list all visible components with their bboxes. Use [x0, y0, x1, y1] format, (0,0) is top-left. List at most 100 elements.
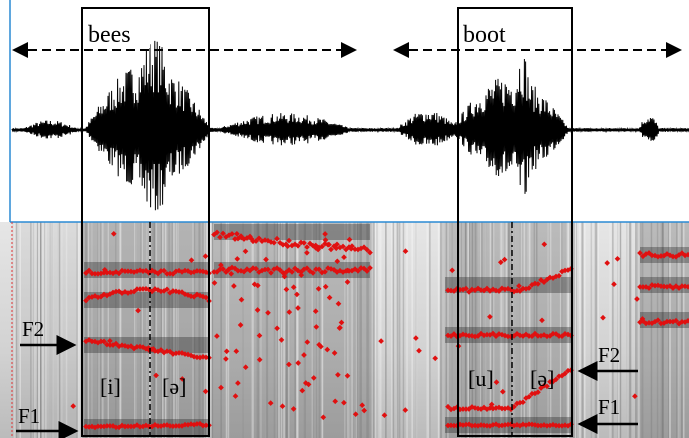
noise-streak	[533, 222, 536, 438]
formant-point	[685, 283, 689, 290]
formant-point	[334, 258, 341, 265]
noise-streak	[650, 222, 653, 438]
noise-streak	[385, 222, 387, 438]
noise-streak	[359, 222, 361, 438]
noise-streak	[280, 222, 283, 438]
noise-streak	[285, 222, 288, 438]
formant-point	[324, 346, 331, 353]
formant-band	[84, 292, 210, 308]
noise-streak	[567, 222, 569, 438]
formant-point	[86, 267, 92, 274]
formant-point	[493, 379, 500, 386]
formant-point	[304, 339, 311, 345]
noise-streak	[676, 222, 678, 438]
formant-point	[322, 283, 329, 290]
word-label: boot	[463, 22, 506, 48]
formant-point	[203, 422, 209, 429]
noise-streak	[304, 222, 306, 438]
noise-streak	[442, 222, 444, 438]
noise-streak	[279, 222, 281, 438]
noise-streak	[161, 222, 164, 438]
formant-point	[361, 407, 368, 414]
formant-point	[378, 338, 384, 344]
noise-streak	[465, 222, 467, 438]
formant-point	[487, 313, 493, 320]
noise-streak	[391, 222, 393, 438]
formant-point	[146, 269, 153, 276]
noise-streak	[469, 222, 471, 438]
noise-streak	[581, 222, 583, 438]
noise-streak	[297, 222, 299, 438]
noise-streak	[211, 222, 214, 438]
noise-streak	[460, 222, 462, 438]
noise-streak	[153, 222, 155, 438]
formant-point	[304, 244, 310, 250]
noise-streak	[451, 222, 453, 438]
noise-streak	[279, 222, 281, 438]
formant-point	[158, 347, 164, 353]
noise-streak	[661, 222, 664, 438]
noise-streak	[15, 222, 18, 438]
formant-point	[326, 241, 332, 248]
noise-streak	[406, 222, 408, 438]
word-label: bees	[88, 22, 131, 48]
formant-point	[640, 284, 646, 290]
formant-point	[295, 305, 301, 311]
noise-streak	[348, 222, 351, 438]
formant-point	[284, 243, 291, 250]
formant-point	[335, 300, 342, 307]
noise-streak	[52, 222, 54, 438]
formant-label: F2	[22, 317, 44, 341]
formant-point	[505, 333, 511, 340]
noise-streak	[256, 222, 258, 438]
formant-point	[203, 294, 209, 301]
noise-streak	[107, 222, 109, 438]
formant-point	[344, 267, 351, 274]
formant-point	[497, 259, 504, 266]
noise-streak	[396, 222, 398, 438]
formant-point	[639, 316, 646, 322]
noise-streak	[398, 222, 401, 438]
formant-point	[544, 383, 550, 390]
formant-point	[460, 406, 466, 412]
noise-streak	[140, 222, 142, 438]
noise-streak	[668, 222, 670, 438]
noise-streak	[160, 222, 163, 438]
noise-streak	[681, 222, 683, 438]
noise-streak	[57, 222, 59, 438]
noise-streak	[427, 222, 429, 438]
formant-point	[315, 246, 321, 253]
formant-point	[332, 398, 339, 405]
formant-point	[223, 356, 229, 362]
label-bg	[86, 20, 150, 48]
word-box	[457, 7, 573, 437]
noise-streak	[472, 222, 474, 438]
formant-point	[600, 314, 606, 321]
noise-streak	[86, 222, 88, 438]
noise-streak	[447, 222, 449, 438]
formant-point	[128, 423, 134, 430]
noise-streak	[100, 222, 102, 438]
formant-point	[539, 317, 545, 324]
noise-streak	[561, 222, 563, 438]
formant-point	[604, 260, 611, 266]
noise-streak	[397, 222, 399, 438]
formant-point	[313, 266, 319, 273]
formant-point	[667, 318, 673, 325]
noise-streak	[37, 222, 39, 438]
noise-streak	[115, 222, 117, 438]
noise-streak	[426, 222, 428, 438]
noise-streak	[344, 222, 346, 438]
noise-streak	[523, 222, 526, 438]
noise-streak	[77, 222, 79, 438]
segment-label: [i]	[100, 374, 121, 399]
formant-point	[520, 399, 526, 406]
noise-streak	[135, 222, 137, 438]
noise-streak	[376, 222, 378, 438]
noise-streak	[199, 222, 201, 438]
noise-streak	[679, 222, 681, 438]
formant-point	[655, 317, 661, 324]
noise-streak	[153, 222, 156, 438]
noise-streak	[399, 222, 401, 438]
